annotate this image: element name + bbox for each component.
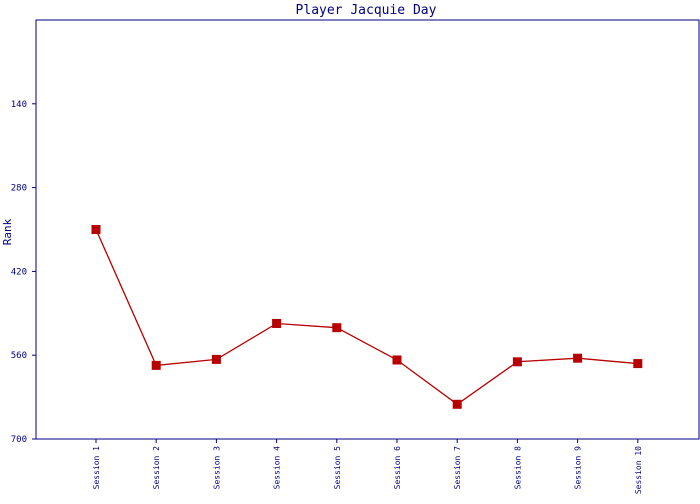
y-tick-label: 280 (11, 184, 27, 194)
x-tick-label: Session 10 (634, 446, 643, 494)
x-tick-label: Session 2 (152, 446, 161, 490)
x-axis-ticks: Session 1 Session 2 Session 3 Session 4 Sess… (92, 439, 643, 494)
data-point-marker (512, 357, 522, 367)
series-layer (91, 225, 643, 409)
data-point-marker (633, 359, 643, 369)
series-line (95, 229, 638, 406)
data-point-marker (151, 360, 161, 370)
y-tick-label: 700 (11, 435, 27, 445)
data-point-marker (272, 318, 282, 328)
y-tick-label: 420 (11, 267, 27, 277)
data-point-marker (211, 354, 221, 364)
x-tick-label: Session 3 (212, 446, 221, 490)
data-point-marker (573, 353, 583, 363)
x-tick-label: Session 5 (333, 446, 342, 490)
data-point-marker (392, 355, 402, 365)
x-tick-label: Session 4 (273, 446, 282, 490)
data-point-marker (332, 323, 342, 333)
x-tick-label: Session 9 (574, 446, 583, 490)
x-tick-label: Session 6 (393, 446, 402, 490)
plot-area-frame (35, 19, 700, 440)
chart-title: Player Jacquie Day (296, 3, 437, 18)
y-axis-ticks: 140 280 420 560 700 (11, 100, 36, 445)
x-tick-label: Session 1 (92, 446, 101, 490)
y-axis-label: Rank (1, 218, 14, 245)
data-point-marker (91, 225, 101, 234)
y-tick-label: 560 (11, 351, 27, 361)
data-point-marker (452, 399, 462, 409)
x-tick-label: Session 8 (513, 446, 522, 490)
x-tick-label: Session 7 (453, 446, 462, 490)
y-tick-label: 140 (11, 100, 27, 110)
